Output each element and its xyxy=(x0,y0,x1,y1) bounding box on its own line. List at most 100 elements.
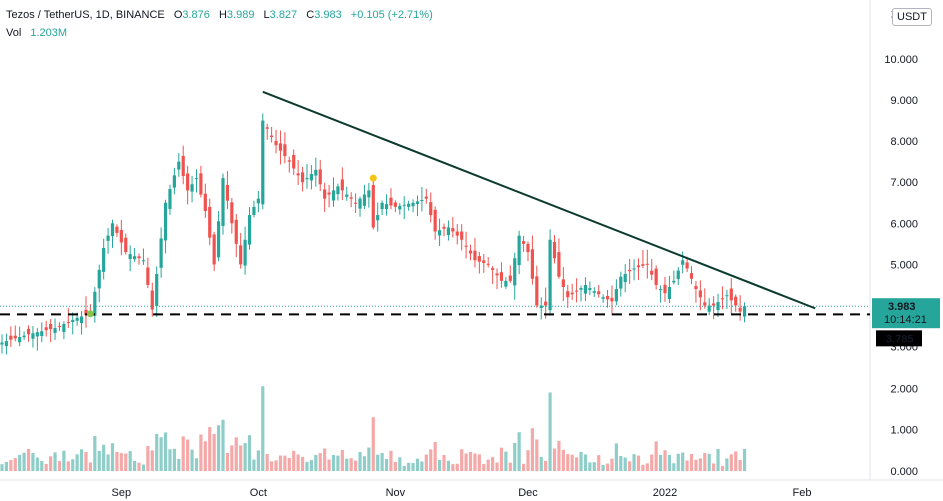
candle-body xyxy=(451,228,455,232)
volume-bar xyxy=(75,454,79,471)
volume-bar xyxy=(278,455,283,471)
candle-body xyxy=(137,256,141,259)
candle-body xyxy=(561,279,565,288)
volume-bar xyxy=(309,460,313,471)
volume-bar xyxy=(323,448,327,471)
volume-bar xyxy=(442,455,446,471)
volume-bar xyxy=(358,452,362,471)
volume-bar xyxy=(22,452,26,471)
volume-bar xyxy=(667,454,672,471)
candle-body xyxy=(464,245,468,247)
volume-bar xyxy=(619,455,623,471)
candle-body xyxy=(358,198,362,209)
volume-bar xyxy=(296,454,300,471)
candle-body xyxy=(150,290,154,310)
currency-button[interactable]: USDT xyxy=(892,8,932,26)
candle-body xyxy=(526,243,530,253)
volume-bar xyxy=(274,460,278,471)
volume-bar xyxy=(137,462,141,471)
price-tick-label: 7.000 xyxy=(890,177,918,189)
candle-body xyxy=(544,301,548,306)
candle-body xyxy=(689,273,694,279)
candle-body xyxy=(239,245,243,265)
time-tick-label: 2022 xyxy=(653,487,677,499)
volume-bar xyxy=(645,463,649,471)
candle-body xyxy=(26,328,31,335)
volume-bar xyxy=(592,462,596,471)
volume-bar xyxy=(482,463,486,471)
candle-body xyxy=(583,284,588,294)
volume-bar xyxy=(464,453,468,471)
volume-bar xyxy=(610,458,614,471)
volume-bar xyxy=(628,461,632,471)
candle-body xyxy=(31,333,35,339)
price-tick-label: 10.000 xyxy=(884,54,918,66)
candle-body xyxy=(402,204,406,206)
volume-bar xyxy=(636,455,641,471)
volume-bar xyxy=(49,456,53,471)
volume-bar xyxy=(539,456,543,471)
candle-body xyxy=(601,297,605,299)
volume-bar xyxy=(703,452,707,471)
candle-body xyxy=(345,194,349,197)
volume-bar xyxy=(318,453,322,471)
candle-body xyxy=(738,307,742,312)
candle-body xyxy=(610,297,614,302)
volume-bar xyxy=(398,457,402,471)
volume-bar xyxy=(495,462,499,471)
candle-body xyxy=(658,289,663,291)
candle-body xyxy=(429,202,433,216)
candle-body xyxy=(420,200,424,202)
volume-bar xyxy=(177,458,181,471)
countdown-label: 10:14:21 xyxy=(884,314,927,326)
candle-body xyxy=(190,184,194,192)
volume-bar xyxy=(345,458,349,471)
candle-body xyxy=(252,206,256,215)
legend-change: +0.105 (+2.71%) xyxy=(350,9,433,21)
candle-body xyxy=(632,268,636,270)
price-tick-label: 6.000 xyxy=(890,218,918,230)
candle-body xyxy=(97,269,101,289)
candle-body xyxy=(725,295,729,297)
volume-bar xyxy=(437,459,442,471)
volume-bars xyxy=(0,386,747,471)
candle-body xyxy=(106,235,110,241)
volume-bar xyxy=(124,453,128,471)
candle-body xyxy=(530,249,534,279)
candle-body xyxy=(508,275,512,281)
volume-bar xyxy=(455,463,459,471)
volume-bar xyxy=(623,457,627,471)
volume-bar xyxy=(575,457,579,471)
candle-body xyxy=(663,284,667,294)
volume-bar xyxy=(119,453,123,471)
volume-bar xyxy=(239,445,243,471)
volume-bar xyxy=(716,448,720,471)
volume-bar xyxy=(62,450,66,471)
candle-body xyxy=(446,227,451,236)
candle-body xyxy=(734,296,738,306)
marker-green xyxy=(86,310,94,318)
volume-bar xyxy=(460,449,464,471)
time-tick-label: Oct xyxy=(250,487,267,499)
candle-body xyxy=(681,260,685,265)
legend-ohlc: Tezos / TetherUS, 1D, BINANCE O3.876 H3.… xyxy=(6,9,433,21)
candle-body xyxy=(75,317,79,321)
candle-body xyxy=(261,120,265,205)
candle-body xyxy=(433,209,437,232)
volume-bar xyxy=(31,453,35,471)
candle-body xyxy=(698,290,702,298)
marker-yellow xyxy=(369,174,377,182)
candle-body xyxy=(703,302,707,306)
volume-bar xyxy=(402,465,406,471)
candle-body xyxy=(495,273,499,276)
candle-body xyxy=(455,231,459,236)
volume-bar xyxy=(287,458,291,471)
volume-bar xyxy=(411,463,415,471)
drawings[interactable] xyxy=(0,90,870,318)
legend-high-label: H xyxy=(218,9,227,21)
candle-body xyxy=(292,154,296,169)
volume-bar xyxy=(380,453,384,471)
candle-body xyxy=(623,273,627,283)
